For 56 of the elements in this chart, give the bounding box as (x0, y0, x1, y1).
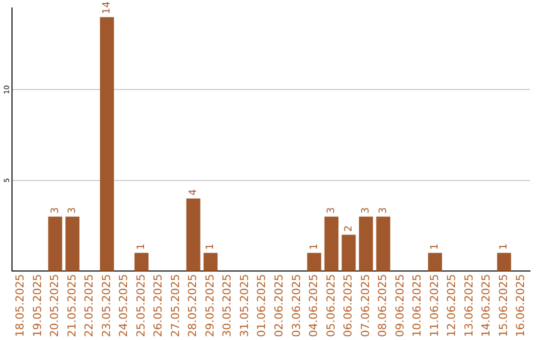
data-label: 3 (326, 207, 338, 214)
data-label: 1 (498, 244, 510, 250)
x-tick-label: 16.06.2025 (514, 274, 528, 338)
data-label: 3 (67, 207, 78, 214)
x-tick-label: 05.06.2025 (324, 274, 338, 338)
bar (65, 216, 80, 272)
x-tick-label: 06.06.2025 (342, 274, 355, 338)
bar (307, 252, 322, 272)
x-tick-label: 10.06.2025 (410, 274, 424, 338)
x-tick-label: 15.06.2025 (496, 274, 510, 338)
x-tick-label: 23.05.2025 (100, 274, 113, 338)
data-label: 14 (102, 1, 113, 14)
x-tick-label: 02.06.2025 (272, 274, 286, 338)
bar (428, 252, 442, 272)
bar (186, 198, 200, 272)
x-tick-label: 31.05.2025 (238, 274, 251, 338)
bar (358, 216, 373, 272)
bar (134, 252, 148, 272)
bar (497, 252, 512, 272)
x-tick-label: 04.06.2025 (307, 274, 320, 338)
x-tick-label: 03.06.2025 (290, 274, 303, 338)
x-tick-label: 01.06.2025 (255, 274, 268, 338)
x-tick-label: 26.05.2025 (152, 274, 165, 338)
data-label: 2 (343, 225, 354, 232)
x-tick-label: 21.05.2025 (65, 274, 78, 338)
x-tick-label: 12.06.2025 (445, 274, 458, 338)
x-tick-label: 22.05.2025 (82, 274, 96, 338)
x-tick-label: 27.05.2025 (168, 274, 182, 338)
bar (342, 234, 356, 272)
data-label: 4 (188, 189, 199, 196)
x-tick-label: 30.05.2025 (220, 274, 234, 338)
data-label: 3 (360, 207, 372, 214)
data-label: 3 (50, 207, 61, 214)
x-tick-label: 13.06.2025 (462, 274, 476, 338)
x-tick-label: 20.05.2025 (48, 274, 62, 338)
x-tick-label: 14.06.2025 (480, 274, 493, 338)
x-tick-label: 19.05.2025 (30, 274, 44, 338)
x-tick-label: 24.05.2025 (117, 274, 130, 338)
bar (48, 216, 62, 272)
bar (376, 216, 390, 272)
x-tick-label: 28.05.2025 (186, 274, 200, 338)
bar (100, 17, 114, 272)
x-tick-label: 25.05.2025 (134, 274, 148, 338)
x-tick-label: 08.06.2025 (376, 274, 390, 338)
bar (204, 252, 218, 272)
data-label: 1 (308, 244, 320, 250)
bar (324, 216, 338, 272)
data-label: 3 (378, 207, 389, 214)
x-tick-label: 07.06.2025 (358, 274, 372, 338)
x-tick-label: 18.05.2025 (13, 274, 26, 338)
x-tick-label: 11.06.2025 (428, 274, 441, 338)
data-label: 1 (136, 244, 148, 250)
data-label: 1 (205, 244, 216, 250)
data-label: 1 (430, 244, 441, 250)
x-tick-label: 09.06.2025 (393, 274, 406, 338)
x-tick-label: 29.05.2025 (203, 274, 216, 338)
